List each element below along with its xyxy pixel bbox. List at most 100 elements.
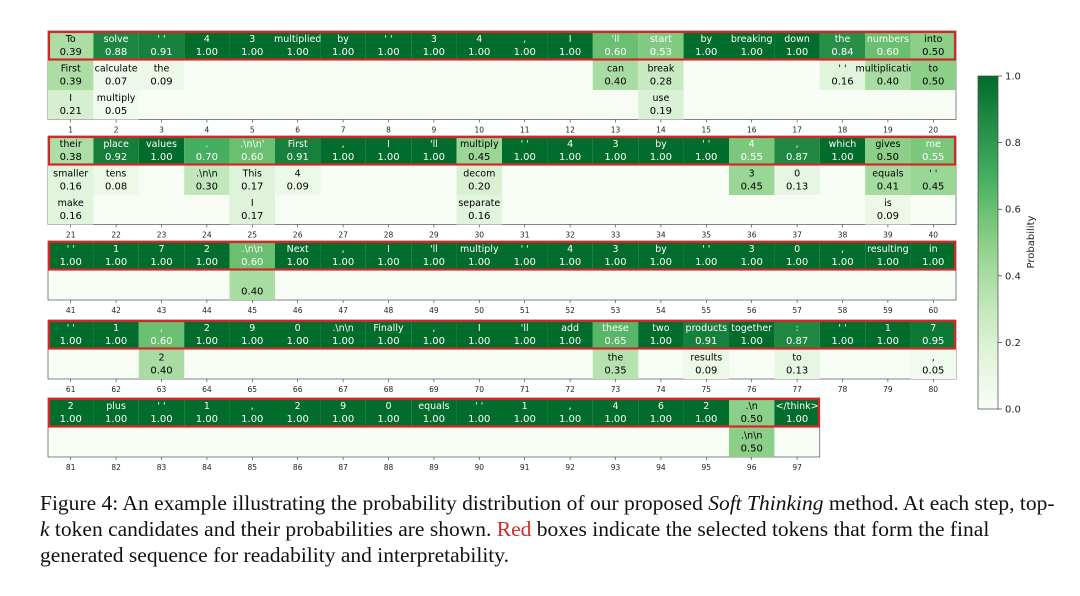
step-tick-label: 78 <box>838 385 848 394</box>
cell-probability-label: 0.39 <box>60 47 82 58</box>
step-tick-label: 10 <box>475 126 485 135</box>
cell-probability-label: 0.87 <box>786 336 808 347</box>
cell-token-label: , <box>569 401 572 412</box>
cell-token-label: resulting <box>867 244 909 255</box>
heatmap-cell <box>48 90 94 120</box>
cell-probability-label: 0.45 <box>468 152 490 163</box>
cell-token-label: gives <box>875 139 900 150</box>
cell-probability-label: 1.00 <box>559 152 581 163</box>
heatmap-cell <box>547 136 593 166</box>
cell-token-label: results <box>690 353 722 364</box>
step-tick-label: 90 <box>475 463 485 472</box>
cell-probability-label: 0.17 <box>241 182 263 193</box>
cell-probability-label: 1.00 <box>514 257 536 268</box>
cell-token-label: their <box>60 139 82 150</box>
cell-token-label: I <box>387 244 390 255</box>
cell-probability-label: 0.55 <box>741 152 763 163</box>
step-tick-label: 81 <box>66 463 76 472</box>
cell-token-label: 1 <box>113 323 119 334</box>
step-tick-label: 35 <box>702 231 712 240</box>
cell-probability-label: 0.50 <box>922 77 944 88</box>
cell-probability-label: 1.00 <box>241 336 263 347</box>
step-tick-label: 52 <box>565 306 575 315</box>
cell-token-label: calculate <box>95 64 138 75</box>
heatmap-cell <box>592 398 639 428</box>
heatmap-cell <box>638 31 684 61</box>
cell-probability-label: 1.00 <box>831 336 853 347</box>
cell-token-label: 'll <box>430 139 438 150</box>
cell-token-label: 3 <box>612 139 618 150</box>
cell-token-label: First <box>61 64 81 75</box>
cell-probability-label: 1.00 <box>559 336 581 347</box>
heatmap-cell <box>93 136 139 166</box>
cell-probability-label: 0.40 <box>604 77 626 88</box>
heatmap-cell <box>320 31 366 61</box>
heatmap-cell <box>320 241 366 271</box>
step-tick-label: 9 <box>432 126 437 135</box>
heatmap-cell <box>229 195 275 225</box>
step-tick-label: 39 <box>883 231 893 240</box>
step-tick-label: 47 <box>338 306 348 315</box>
cell-token-label: 4 <box>612 401 618 412</box>
cell-probability-label: 0.87 <box>786 152 808 163</box>
heatmap-cell <box>683 241 729 271</box>
cell-probability-label: 1.00 <box>377 414 399 425</box>
cell-token-label: 1 <box>522 401 528 412</box>
heatmap-cell <box>229 136 275 166</box>
heatmap-cell <box>229 241 275 271</box>
step-tick-label: 1 <box>68 126 73 135</box>
heatmap-cell <box>683 398 729 428</box>
cell-probability-label: 1.00 <box>60 257 82 268</box>
cell-probability-label: 0.09 <box>877 211 899 222</box>
heatmap-cell <box>683 320 729 350</box>
heatmap-cell <box>683 136 729 166</box>
cell-probability-label: 1.00 <box>604 257 626 268</box>
cell-token-label: I <box>569 34 572 45</box>
heatmap-cell <box>138 136 185 166</box>
step-tick-label: 61 <box>66 385 76 394</box>
cell-probability-label: 1.00 <box>105 414 127 425</box>
step-tick-label: 32 <box>565 231 575 240</box>
cell-token-label: I <box>69 93 72 104</box>
heatmap-cell <box>547 398 593 428</box>
heatmap-cell <box>93 90 139 120</box>
step-tick-label: 27 <box>338 231 348 240</box>
cell-probability-label: 1.00 <box>786 257 808 268</box>
cell-probability-label: 0.60 <box>604 47 626 58</box>
heatmap-cell <box>910 320 956 350</box>
step-tick-label: 70 <box>475 385 485 394</box>
step-tick-label: 79 <box>883 385 893 394</box>
heatmap-cell <box>365 398 412 428</box>
step-tick-label: 23 <box>157 231 167 240</box>
cell-probability-label: 1.00 <box>60 336 82 347</box>
step-tick-label: 4 <box>205 126 210 135</box>
step-tick-label: 82 <box>111 463 121 472</box>
heatmap-cell <box>638 60 684 90</box>
heatmap-cell <box>411 398 457 428</box>
cell-probability-label: 1.00 <box>423 414 445 425</box>
cell-probability-label: 0.09 <box>695 366 717 377</box>
colorbar-tick-label: 0.8 <box>1005 138 1021 149</box>
cell-token-label: 9 <box>249 323 255 334</box>
cell-probability-label: 0.09 <box>150 77 172 88</box>
cell-token-label: numbers <box>867 34 909 45</box>
step-tick-label: 67 <box>338 385 348 394</box>
cell-probability-label: 1.00 <box>60 414 82 425</box>
cell-probability-label: 1.00 <box>514 152 536 163</box>
heatmap-cell <box>138 60 185 90</box>
heatmap-cell <box>729 31 775 61</box>
heatmap-cell <box>365 31 412 61</box>
heatmap-cell <box>229 165 275 195</box>
step-tick-label: 74 <box>656 385 666 394</box>
cell-token-label: 4 <box>567 139 573 150</box>
heatmap-cell <box>229 398 275 428</box>
colorbar-axis-label: Probability <box>1026 215 1037 268</box>
step-tick-label: 38 <box>838 231 848 240</box>
step-tick-label: 56 <box>747 306 757 315</box>
heatmap-cell <box>93 31 139 61</box>
cell-token-label: 9 <box>340 401 346 412</box>
cell-probability-label: 0.21 <box>60 106 82 117</box>
cell-probability-label: 0.55 <box>922 152 944 163</box>
cell-probability-label: 0.39 <box>60 77 82 88</box>
cell-probability-label: 1.00 <box>695 152 717 163</box>
